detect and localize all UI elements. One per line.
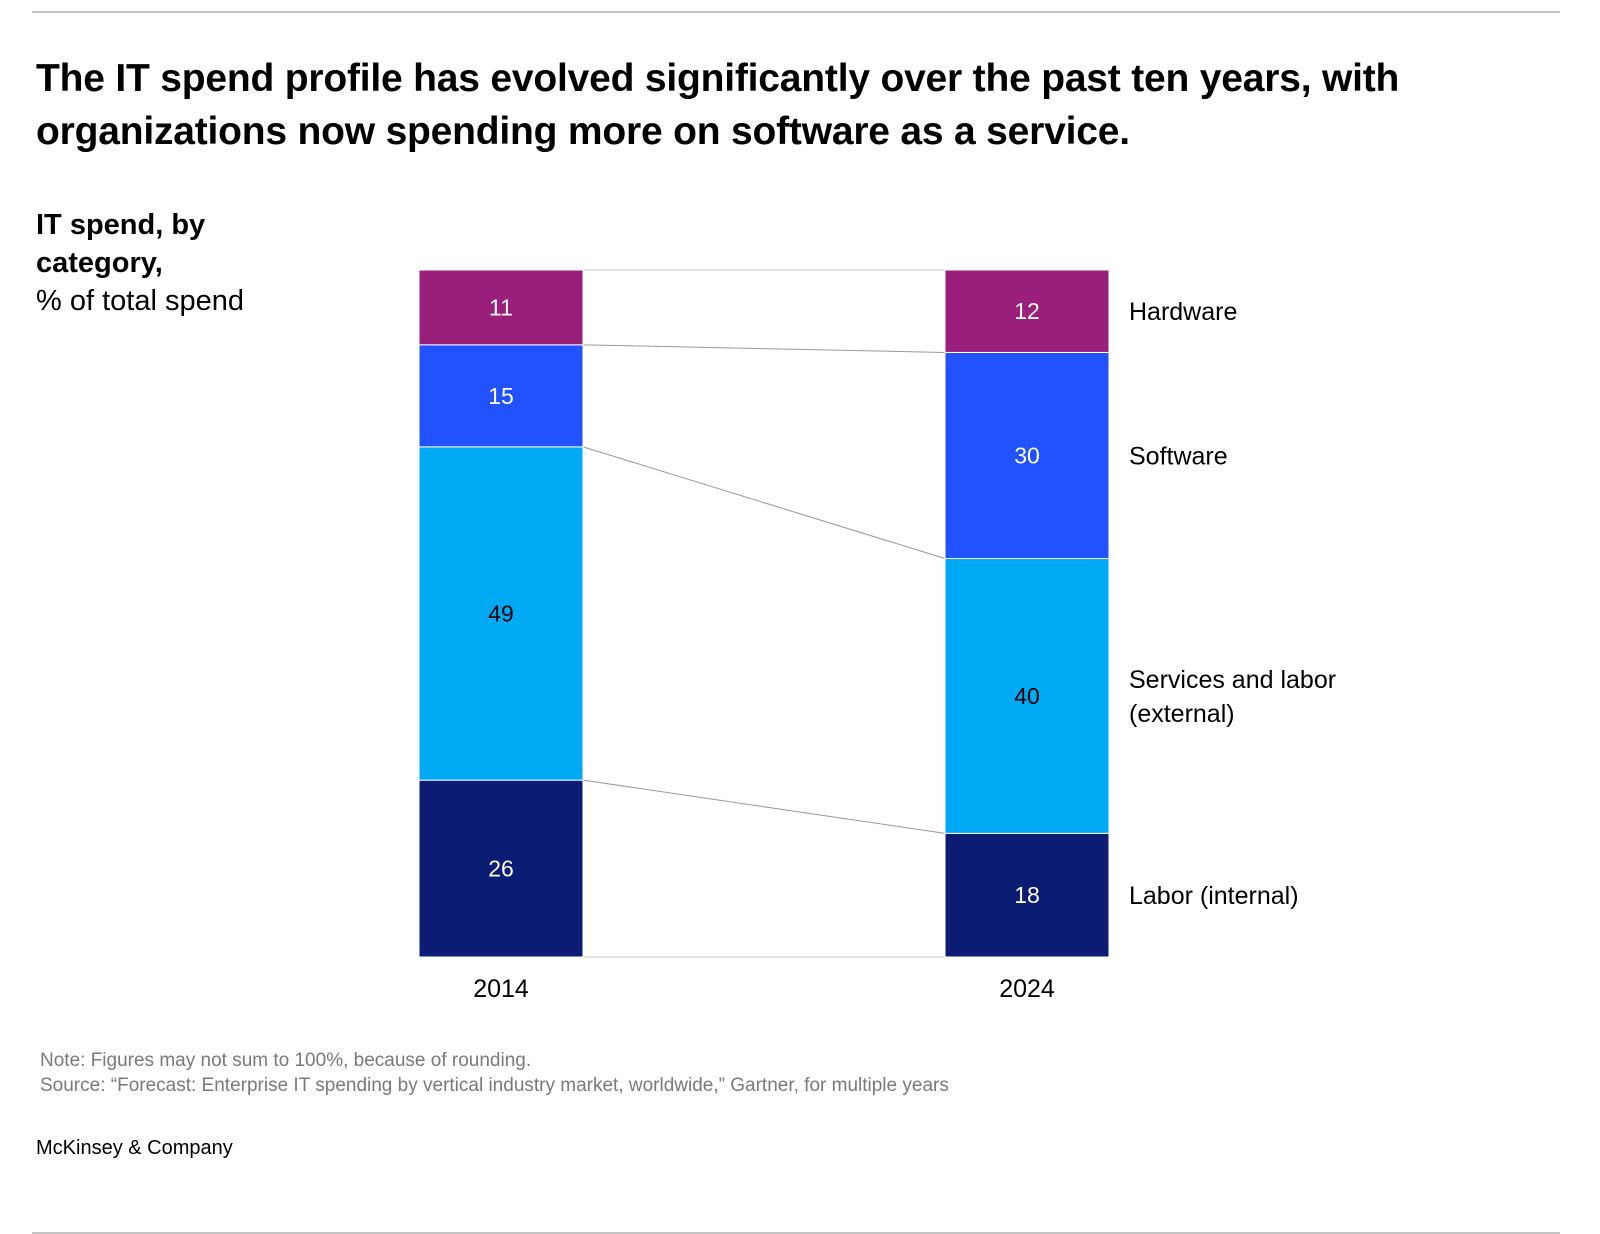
chart-subtitle: IT spend, by category, % of total spend [36,206,326,320]
data-label: 30 [1014,442,1040,468]
data-label: 12 [1014,298,1040,324]
bar-segment [418,269,584,346]
chart-notes: Note: Figures may not sum to 100%, becau… [40,1048,949,1098]
legend-label: Hardware [1129,298,1237,326]
bar-segment [944,269,1110,353]
legend-label: Services and labor (external) [1129,666,1336,728]
data-label: 40 [1014,683,1040,709]
data-label: 11 [489,294,513,320]
bar-segment [418,446,584,781]
top-divider [32,11,1560,13]
data-label: 26 [488,856,514,882]
data-label: 15 [488,383,514,409]
bar-segment [944,351,1110,560]
connector-line [582,779,946,834]
chart-title: The IT spend profile has evolved signifi… [36,57,1400,153]
data-label: 18 [1014,882,1040,908]
legend-label: Labor (internal) [1129,882,1299,910]
legend-label: Software [1129,442,1228,470]
x-tick-label: 2014 [473,975,529,1003]
bar-segment [944,558,1110,834]
source-text: Source: “Forecast: Enterprise IT spendin… [40,1075,949,1096]
data-label: 49 [488,601,514,627]
brand-footer: McKinsey & Company [36,1137,233,1159]
chart-unit-label: % of total spend [36,285,244,317]
bar-segment [944,832,1110,958]
connector-line [582,344,946,353]
bar-segment [418,344,584,448]
note-text: Note: Figures may not sum to 100%, becau… [40,1050,532,1071]
chart-metric-label: IT spend, by category, [36,209,206,279]
connector-line [582,446,946,560]
bar-segment [418,779,584,958]
x-tick-label: 2024 [999,975,1055,1003]
